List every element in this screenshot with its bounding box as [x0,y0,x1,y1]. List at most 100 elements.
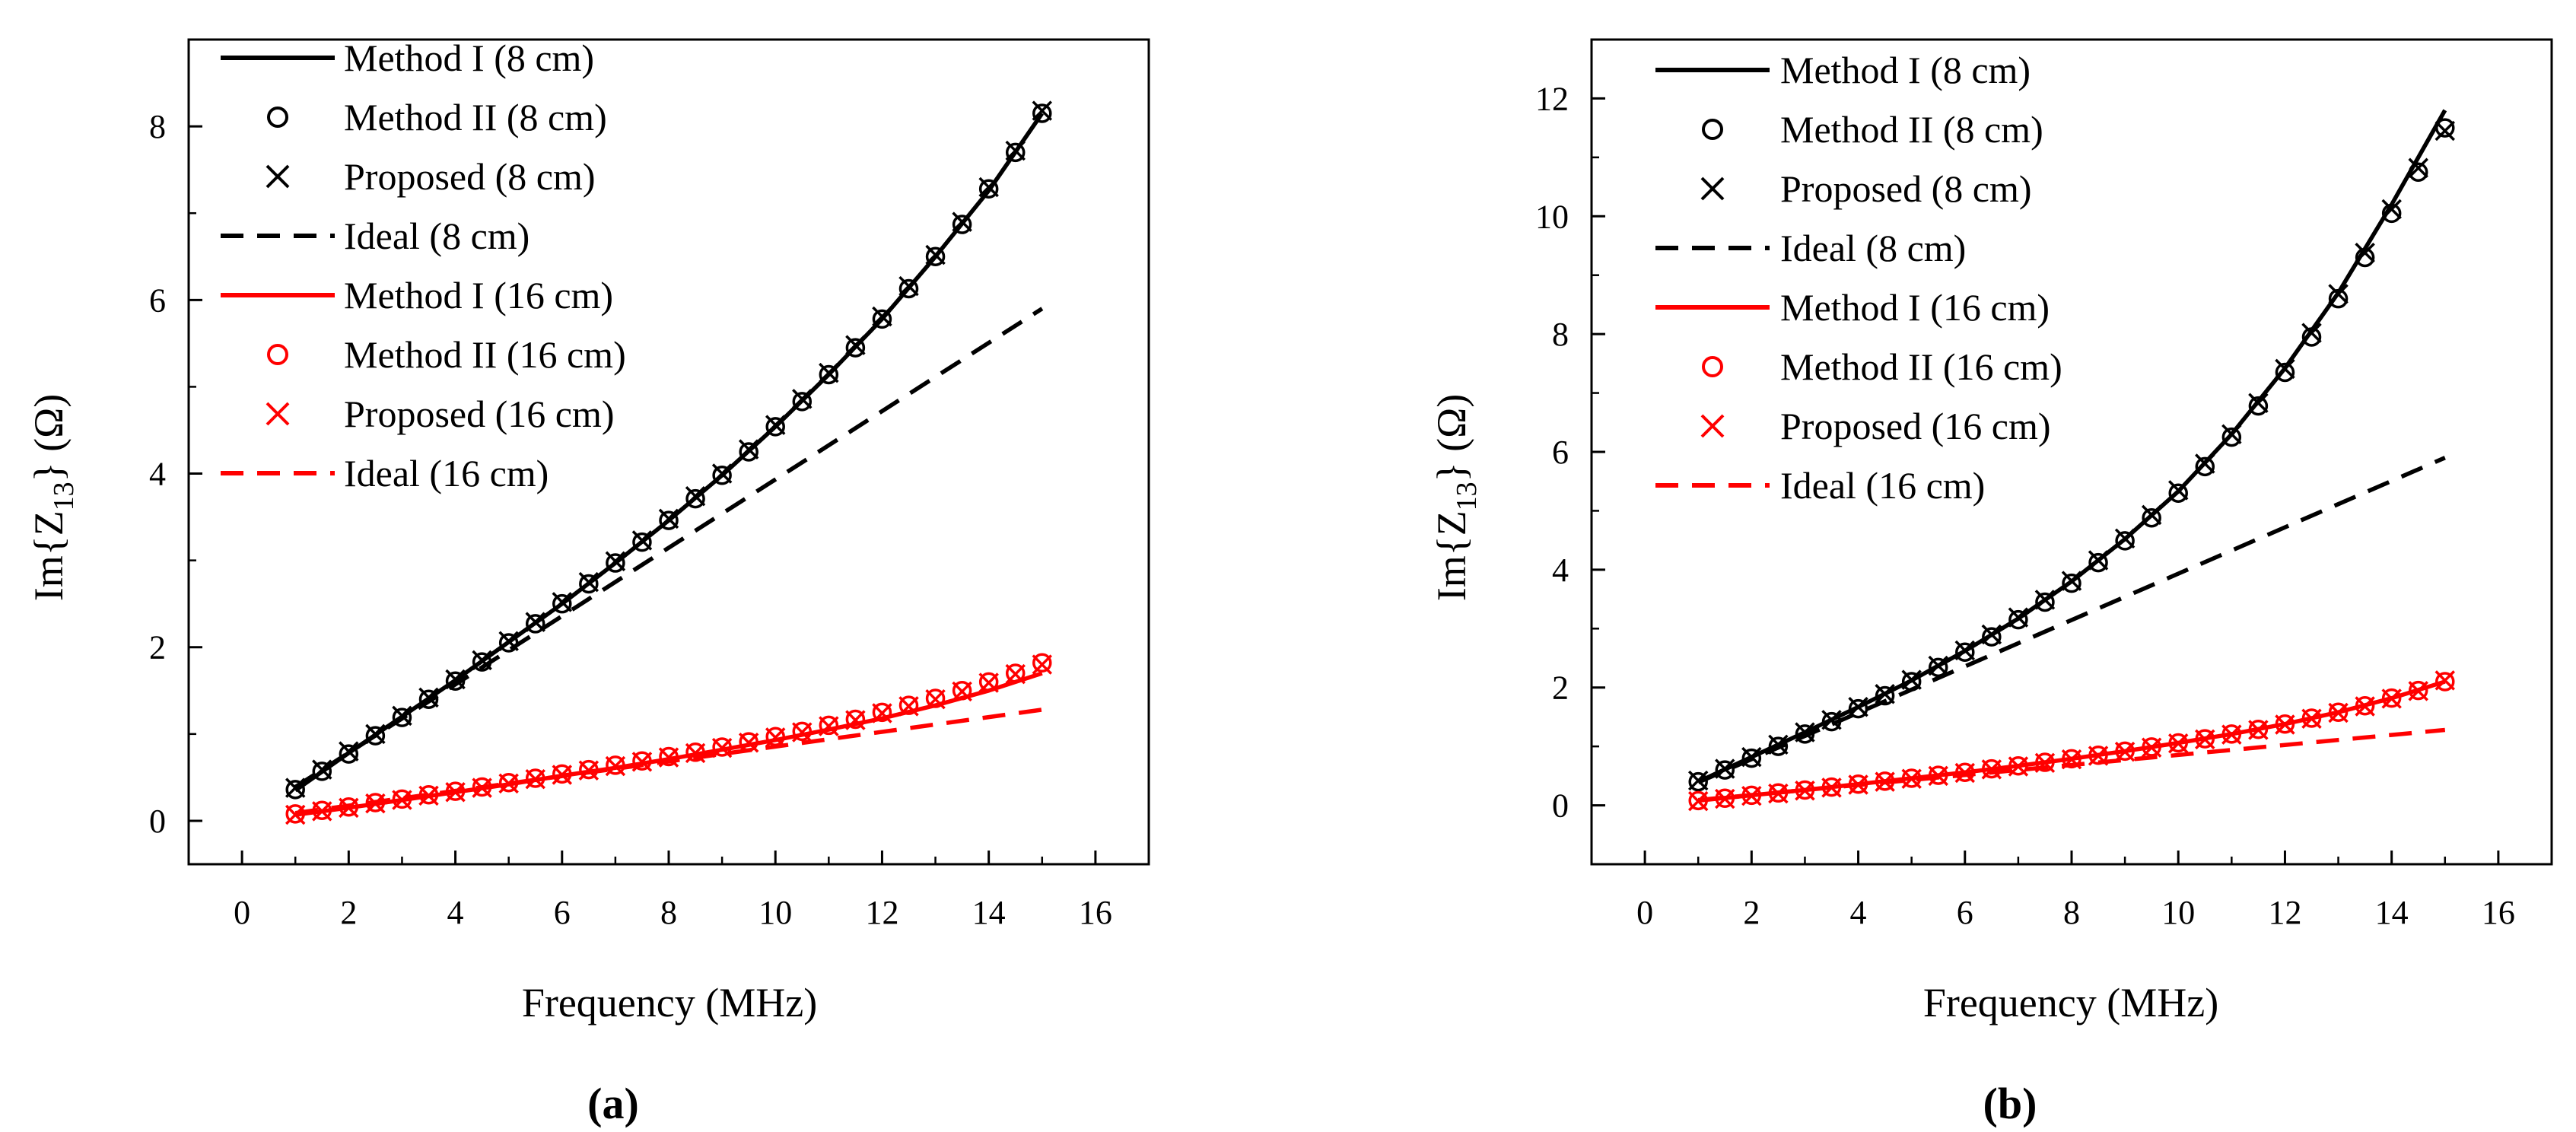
data-point-proposed-8-cm [1875,683,1895,704]
series-line-ideal-8-cm [294,307,1044,789]
data-point-proposed-8-cm [578,571,599,593]
data-point-proposed-8-cm [2167,480,2189,501]
data-point-proposed-8-cm [2141,504,2162,526]
legend-swatch-proposed-16-cm [266,402,290,426]
data-point-proposed-16-cm [2434,670,2456,691]
y-axis-label-main: Im{Z [1429,510,1474,601]
x-tick-label: 0 [234,894,250,931]
panel-label: (b) [1983,1079,2037,1128]
y-tick-label: 2 [149,629,166,666]
data-point-method-ii-8-cm [418,689,439,709]
data-point-method-ii-8-cm [1715,760,1735,780]
data-point-method-ii-16-cm [2142,737,2161,757]
data-point-proposed-16-cm [2355,696,2375,717]
y-tick-label: 0 [149,803,166,840]
data-point-method-ii-16-cm [632,751,652,771]
data-point-method-ii-16-cm [2381,688,2402,708]
data-point-proposed-16-cm [2195,729,2215,750]
x-tick-label: 2 [340,894,357,931]
y-tick-label: 6 [1552,434,1569,471]
data-point-method-ii-8-cm [952,215,972,234]
data-point-method-ii-8-cm [285,780,305,800]
data-point-method-ii-16-cm [792,721,813,742]
data-point-method-ii-16-cm [978,672,999,692]
data-point-proposed-8-cm [898,275,919,297]
data-point-method-ii-8-cm [1875,685,1895,706]
x-tick-label: 8 [660,894,677,931]
data-point-proposed-8-cm [925,244,946,266]
data-point-proposed-8-cm [445,669,466,690]
legend-label-proposed-8-cm: Proposed (8 cm) [344,155,596,198]
data-point-proposed-16-cm [925,688,946,710]
panel-a-chart: 0 2 4 6 8 10 12 14 16 0 2 4 6 8 Frequency (MHz) Im{Z13}… [26,37,1150,1128]
data-point-proposed-16-cm [2381,688,2402,709]
data-point-method-ii-8-cm [632,532,652,552]
data-point-method-ii-8-cm [925,246,946,267]
legend-label-proposed-16-cm: Proposed (16 cm) [1780,405,2051,447]
data-point-proposed-16-cm [525,768,545,790]
legend-label-method-ii-16-cm: Method II (16 cm) [1780,345,2062,388]
data-point-method-ii-16-cm [2195,729,2215,749]
legend-label-ideal-16-cm: Ideal (16 cm) [1780,464,1985,507]
data-point-proposed-16-cm [605,755,626,777]
data-point-proposed-16-cm [2008,756,2029,777]
data-point-method-ii-8-cm [2062,573,2081,593]
data-point-method-ii-8-cm [1768,736,1789,756]
y-tick-label: 4 [149,456,166,493]
plot-area-frame [1590,38,2553,866]
data-point-proposed-8-cm [872,306,892,327]
data-point-method-ii-8-cm [1005,142,1026,163]
x-tick-label: 10 [758,894,792,931]
legend-swatch-method-ii-16-cm [267,344,288,365]
data-point-method-ii-16-cm [2248,719,2269,739]
data-point-proposed-16-cm [2301,708,2322,729]
data-point-method-ii-8-cm [579,574,599,594]
data-point-proposed-8-cm [792,389,813,409]
x-tick-label: 14 [2375,894,2409,931]
data-point-proposed-16-cm [2114,741,2136,762]
data-point-method-ii-8-cm [845,338,866,358]
y-tick-label: 6 [149,281,166,319]
series-line-ideal-16-cm [294,708,1043,816]
data-point-method-ii-8-cm [2168,483,2188,503]
data-point-proposed-8-cm [819,362,839,383]
data-point-proposed-8-cm [2408,157,2428,179]
data-point-method-ii-8-cm [685,488,705,509]
data-point-method-ii-16-cm [819,715,839,736]
data-point-method-ii-8-cm [1688,771,1708,792]
data-point-method-ii-8-cm [872,309,892,329]
data-point-proposed-16-cm [872,703,892,723]
x-tick-label: 2 [1743,894,1760,931]
data-point-proposed-16-cm [2408,681,2428,701]
legend-label-ideal-16-cm: Ideal (16 cm) [344,452,549,494]
data-point-proposed-8-cm [2355,243,2375,263]
data-point-proposed-8-cm [2088,550,2109,571]
data-point-method-ii-8-cm [819,364,839,385]
data-point-proposed-8-cm [2114,528,2136,549]
data-point-proposed-16-cm [1032,654,1053,675]
legend-swatch-method-ii-8-cm [1702,119,1723,140]
plot-area-frame [187,38,1150,866]
data-point-proposed-16-cm [819,716,839,736]
data-point-proposed-16-cm [1687,790,1709,812]
data-point-proposed-16-cm [1005,663,1026,685]
data-point-proposed-16-cm [498,773,519,794]
data-point-method-ii-8-cm [898,278,919,299]
data-point-method-ii-8-cm [2195,456,2215,477]
data-point-method-ii-16-cm [845,709,866,730]
data-point-method-ii-8-cm [2275,362,2295,383]
data-point-proposed-16-cm [1901,768,1922,789]
data-point-method-ii-16-cm [2328,702,2349,722]
data-point-proposed-16-cm [711,737,733,758]
legend-label-proposed-8-cm: Proposed (8 cm) [1780,167,2032,210]
data-point-method-ii-16-cm [2435,672,2455,692]
data-point-method-ii-8-cm [1982,627,2002,647]
data-point-method-ii-8-cm [978,179,999,199]
x-tick-label: 4 [1850,894,1867,931]
data-point-proposed-8-cm [2061,571,2082,591]
legend-label-ideal-8-cm: Ideal (8 cm) [344,215,530,257]
data-point-proposed-8-cm [845,335,866,355]
data-point-method-ii-16-cm [1982,758,2002,779]
data-point-proposed-16-cm [2248,720,2269,740]
